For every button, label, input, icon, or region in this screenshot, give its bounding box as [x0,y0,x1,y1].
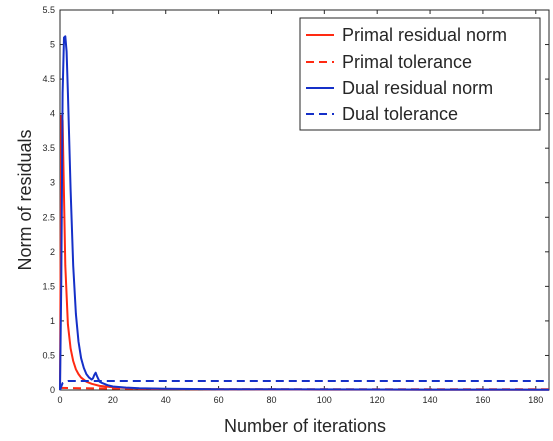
series-line-3 [59,380,549,391]
y-tick-label: 4.5 [42,74,55,84]
x-tick-label: 120 [370,395,385,405]
x-tick-label: 0 [57,395,62,405]
y-tick-label: 2.5 [42,212,55,222]
legend-label-dual-residual: Dual residual norm [342,78,493,98]
x-axis-label: Number of iterations [224,416,386,436]
x-tick-label: 180 [528,395,543,405]
y-tick-label: 2 [50,247,55,257]
y-tick-label: 5.5 [42,5,55,15]
y-tick-label: 0.5 [42,350,55,360]
y-tick-label: 5 [50,40,55,50]
y-axis-ticks: 0 0.5 1 1.5 2 2.5 3 3.5 4 4.5 5 5.5 [42,5,549,395]
legend: Primal residual norm Primal tolerance Du… [299,17,541,131]
series-line-2 [59,35,550,391]
y-tick-label: 3.5 [42,143,55,153]
y-tick-label: 0 [50,385,55,395]
y-axis-label: Norm of residuals [15,129,35,270]
x-tick-label: 40 [161,395,171,405]
y-tick-label: 4 [50,109,55,119]
y-tick-label: 1 [50,316,55,326]
legend-label-primal-tolerance: Primal tolerance [342,52,472,72]
series-layer [59,35,550,391]
x-tick-label: 20 [108,395,118,405]
x-tick-label: 140 [423,395,438,405]
x-tick-label: 60 [214,395,224,405]
x-axis-ticks: 0 20 40 60 80 100 120 140 160 180 [57,10,543,405]
legend-label-primal-residual: Primal residual norm [342,25,507,45]
x-tick-label: 80 [266,395,276,405]
legend-label-dual-tolerance: Dual tolerance [342,104,458,124]
x-tick-label: 100 [317,395,332,405]
y-tick-label: 3 [50,178,55,188]
legend-box [299,17,541,131]
x-tick-label: 160 [475,395,490,405]
y-tick-label: 1.5 [42,281,55,291]
